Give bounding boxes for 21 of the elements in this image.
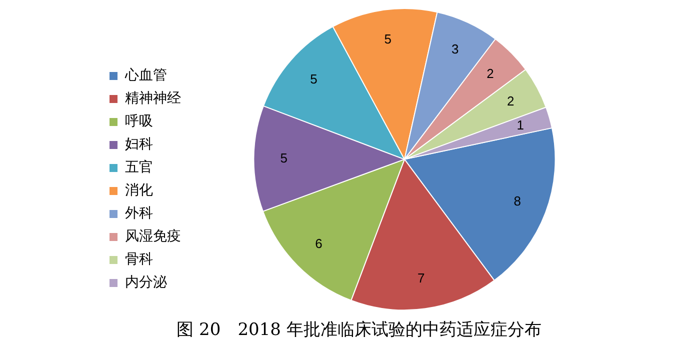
data-label: 1 xyxy=(516,117,524,132)
legend-label: 呼吸 xyxy=(125,114,153,130)
data-label: 6 xyxy=(315,236,322,251)
data-label: 5 xyxy=(310,71,318,86)
legend-label: 外科 xyxy=(125,206,153,222)
legend-label: 五官 xyxy=(125,160,153,176)
legend-label: 心血管 xyxy=(124,68,167,84)
data-label: 2 xyxy=(507,94,514,109)
legend-label: 风湿免疫 xyxy=(125,228,181,245)
data-label: 7 xyxy=(417,270,425,286)
legend-label: 内分泌 xyxy=(125,274,167,291)
legend-label: 妇科 xyxy=(125,136,153,153)
data-label: 3 xyxy=(452,41,459,56)
data-label: 5 xyxy=(280,150,288,166)
data-label: 5 xyxy=(384,31,392,46)
legend-label: 骨科 xyxy=(125,252,153,268)
data-label: 2 xyxy=(486,66,494,81)
legend-label: 消化 xyxy=(125,182,153,199)
text: 图 20 2018 年批准临床试验的中药适应症分布 xyxy=(176,320,542,340)
legend-label: 精神神经 xyxy=(125,90,181,107)
data-label: 8 xyxy=(514,194,521,209)
